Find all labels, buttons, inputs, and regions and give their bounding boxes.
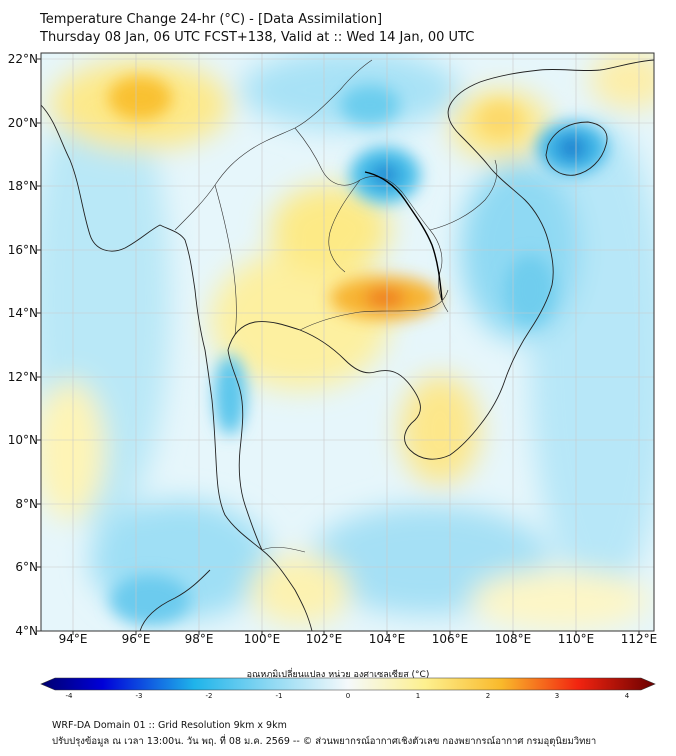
colorbar-tick: -2 [205,692,213,700]
lat-label: 8°N [15,497,38,511]
lon-label: 112°E [620,632,658,646]
lat-label: 12°N [7,370,38,384]
lon-label: 94°E [58,632,88,646]
anomaly-cores [108,76,607,625]
axis-ticks [37,58,640,635]
colorbar-tick: -4 [65,692,73,700]
graticule [41,53,654,631]
coastlines [41,59,654,631]
lat-label: 10°N [7,433,38,447]
colorbar-tick: 0 [345,692,351,700]
lon-label: 108°E [494,632,532,646]
lat-label: 14°N [7,306,38,320]
lon-label: 102°E [305,632,343,646]
colorbar-tick: 1 [415,692,421,700]
map-frame [40,52,655,632]
lon-label: 96°E [121,632,151,646]
colorbar-tick: 4 [624,692,630,700]
footer-credit: ปรับปรุงข้อมูล ณ เวลา 13:00น. วัน พฤ. ที… [52,736,597,747]
colorbar-title: อุณหภูมิเปลี่ยนแปลง หน่วย องศาเซลเซียส (… [246,670,430,680]
lon-label: 98°E [184,632,214,646]
colorbar [40,677,656,691]
lon-label: 110°E [557,632,595,646]
lon-label: 106°E [431,632,469,646]
mekong-border [364,171,443,301]
colorbar-tick: -1 [275,692,283,700]
map-title: Temperature Change 24-hr (°C) - [Data As… [40,12,383,27]
lat-label: 4°N [15,624,38,638]
lat-label: 20°N [7,116,38,130]
map-subtitle: Thursday 08 Jan, 06 UTC FCST+138, Valid … [40,30,475,45]
lon-label: 104°E [368,632,406,646]
borders [174,59,498,553]
colorbar-tick: -3 [135,692,143,700]
footer-model-info: WRF-DA Domain 01 :: Grid Resolution 9km … [52,720,287,731]
lon-label: 100°E [243,632,281,646]
colorbar-tick: 3 [554,692,560,700]
lat-label: 18°N [7,179,38,193]
lat-label: 22°N [7,52,38,66]
temperature-change-map [37,52,655,635]
lat-label: 6°N [15,560,38,574]
colorbar-tick: 2 [485,692,491,700]
lat-label: 16°N [7,243,38,257]
